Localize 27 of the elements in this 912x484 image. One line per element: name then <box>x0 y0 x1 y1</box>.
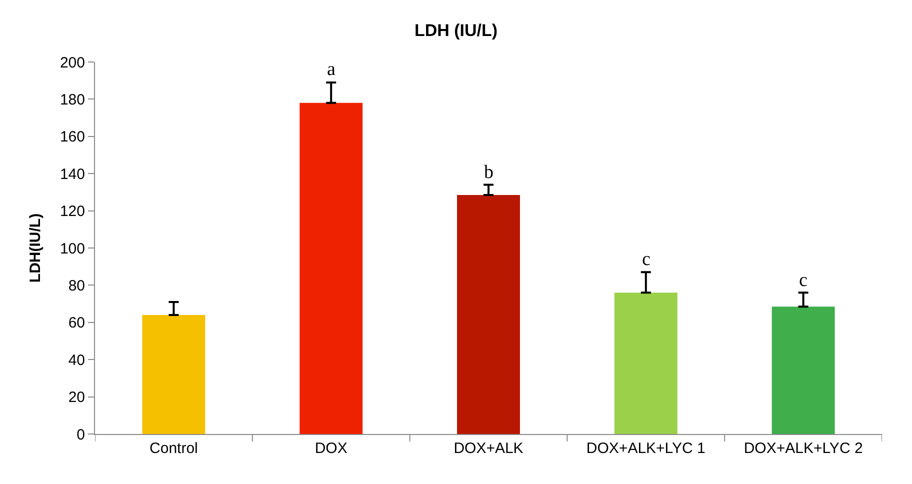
x-tick-label: DOX <box>314 440 348 457</box>
annotation: c <box>799 270 808 291</box>
y-tick-label: 160 <box>60 128 85 146</box>
y-tick-label: 180 <box>60 91 85 108</box>
annotation: a <box>327 59 336 80</box>
y-tick-label: 120 <box>60 203 85 220</box>
y-tick-label: 200 <box>60 54 85 72</box>
bar <box>142 314 206 434</box>
bar <box>772 306 835 434</box>
y-tick-label: 100 <box>60 240 85 258</box>
y-axis-title: LDH(IU/L) <box>27 213 44 283</box>
bar <box>614 292 678 434</box>
bar <box>457 194 520 434</box>
y-tick-label: 60 <box>68 314 85 332</box>
x-tick-label: DOX+ALK <box>454 440 524 457</box>
annotation: b <box>484 162 494 183</box>
y-tick-label: 80 <box>68 277 85 294</box>
x-tick-label: Control <box>150 440 198 457</box>
chart-title: LDH (IU/L) <box>414 21 498 40</box>
y-tick-label: 40 <box>68 352 85 369</box>
x-tick-label: DOX+ALK+LYC 1 <box>586 440 706 457</box>
y-tick-label: 20 <box>68 389 85 406</box>
bar <box>300 102 363 434</box>
annotation: c <box>642 249 650 270</box>
y-tick-label: 140 <box>60 166 85 183</box>
x-tick-label: DOX+ALK+LYC 2 <box>744 440 863 457</box>
y-tick-label: 0 <box>76 426 85 444</box>
